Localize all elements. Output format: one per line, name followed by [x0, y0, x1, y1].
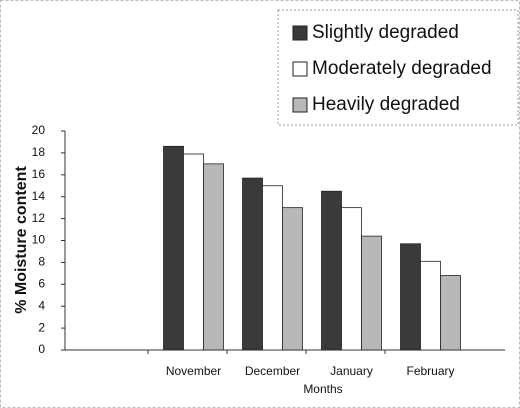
bar: [361, 235, 382, 351]
legend-label: Heavily degraded: [312, 94, 460, 115]
y-tick-label: 4: [38, 298, 45, 312]
bar: [282, 207, 303, 351]
legend-label: Slightly degraded: [312, 22, 459, 43]
y-tick-label: 16: [32, 167, 46, 181]
bar: [321, 190, 342, 351]
bar: [440, 275, 461, 351]
bar: [183, 153, 204, 351]
y-tick-label: 8: [38, 255, 45, 269]
y-tick-label: 20: [32, 123, 46, 137]
x-tick-label: November: [166, 364, 221, 378]
y-tick-label: 2: [38, 320, 45, 334]
legend-swatch: [292, 25, 308, 41]
bar: [262, 185, 283, 351]
x-tick-label: February: [406, 364, 454, 378]
legend-swatch: [292, 61, 308, 77]
legend-label: Moderately degraded: [312, 58, 492, 79]
x-tick-label: January: [330, 364, 373, 378]
y-tick-label: 18: [32, 145, 46, 159]
bar: [242, 177, 263, 351]
y-tick-label: 14: [32, 189, 46, 203]
legend-swatch: [292, 97, 308, 113]
bar: [163, 145, 184, 351]
bar: [420, 260, 441, 351]
legend-box: [277, 9, 519, 126]
x-tick-label: December: [245, 364, 300, 378]
y-tick-label: 6: [38, 276, 45, 290]
y-tick-label: 0: [38, 342, 45, 356]
y-tick-label: 12: [32, 211, 46, 225]
y-tick-label: 10: [32, 233, 46, 247]
bar: [203, 163, 224, 351]
y-axis-label: % Moisture content: [13, 166, 30, 314]
bar: [400, 243, 421, 351]
x-axis-label: Months: [303, 382, 342, 396]
legend: Slightly degraded Moderately degraded Heav…: [292, 22, 492, 115]
bar: [341, 207, 362, 351]
